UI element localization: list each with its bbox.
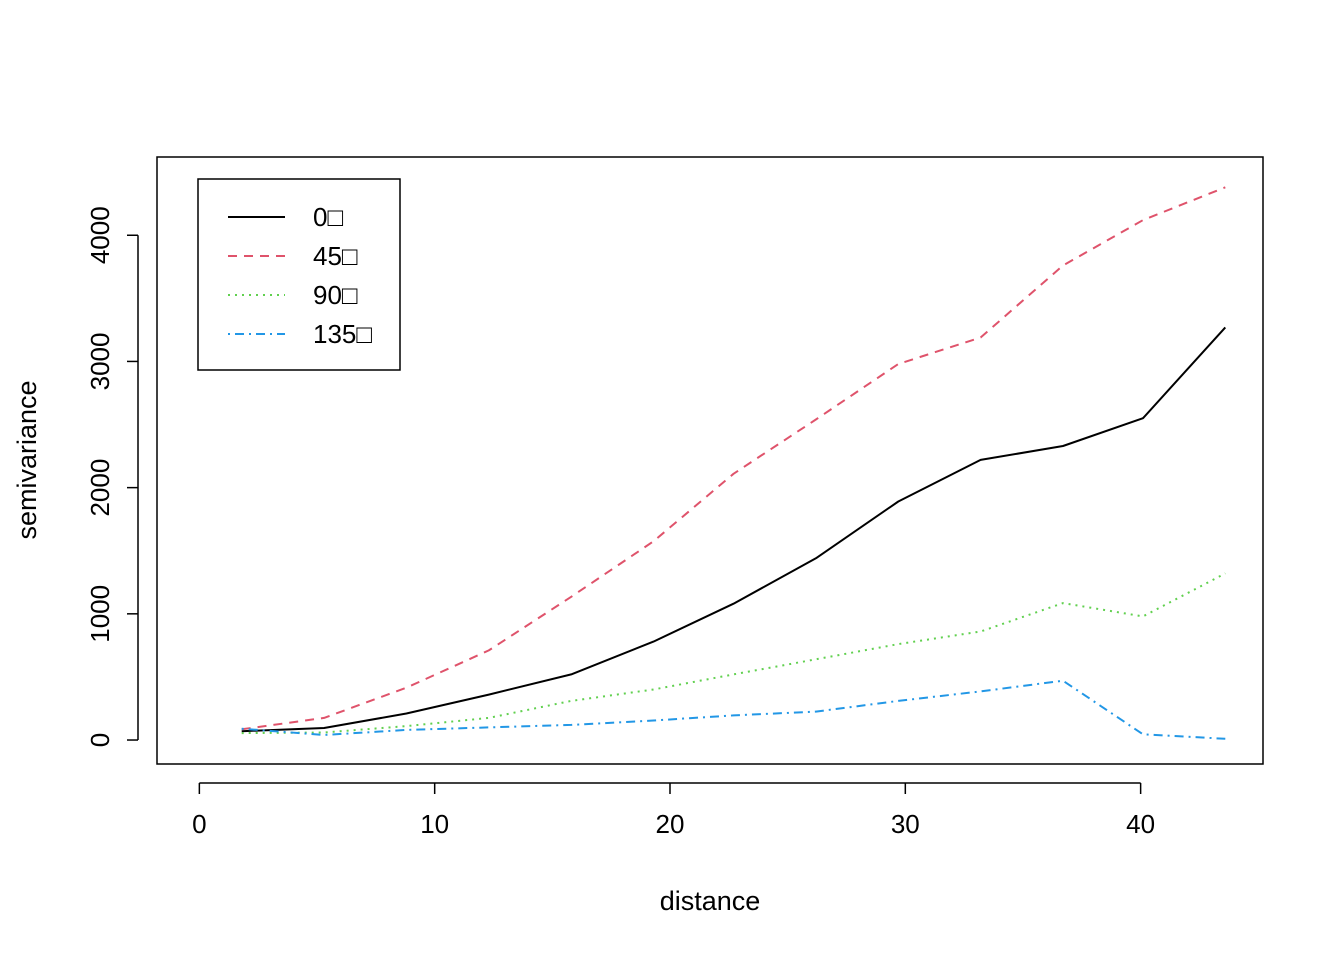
legend-label-3: 135□	[313, 319, 372, 349]
y-axis: 0 1000 2000 3000 4000	[85, 206, 139, 747]
series-line-1	[241, 186, 1226, 731]
legend-label-2: 90□	[313, 280, 358, 310]
plot-area-frame	[156, 156, 1264, 765]
series-line-0	[241, 326, 1227, 733]
x-tick-label: 10	[420, 809, 449, 839]
legend-label-1: 45□	[313, 241, 358, 271]
y-axis-title: semivariance	[12, 380, 42, 539]
legend-label-0: 0□	[313, 202, 343, 232]
x-tick-label: 20	[656, 809, 685, 839]
series-line-3	[241, 679, 1226, 740]
legend: 0□ 45□ 90□ 135□	[197, 178, 401, 371]
y-tick-label: 1000	[85, 585, 115, 643]
legend-box	[197, 178, 401, 371]
x-axis-title: distance	[660, 886, 761, 916]
series-line-2	[241, 572, 1226, 735]
y-tick-label: 0	[85, 733, 115, 747]
x-tick-label: 0	[192, 809, 206, 839]
y-tick-label: 2000	[85, 459, 115, 517]
series-layer	[241, 186, 1227, 740]
y-tick-label: 3000	[85, 333, 115, 391]
y-tick-label: 4000	[85, 206, 115, 264]
x-axis: 0 10 20 30 40	[192, 782, 1155, 839]
x-tick-label: 40	[1126, 809, 1155, 839]
x-tick-label: 30	[891, 809, 920, 839]
